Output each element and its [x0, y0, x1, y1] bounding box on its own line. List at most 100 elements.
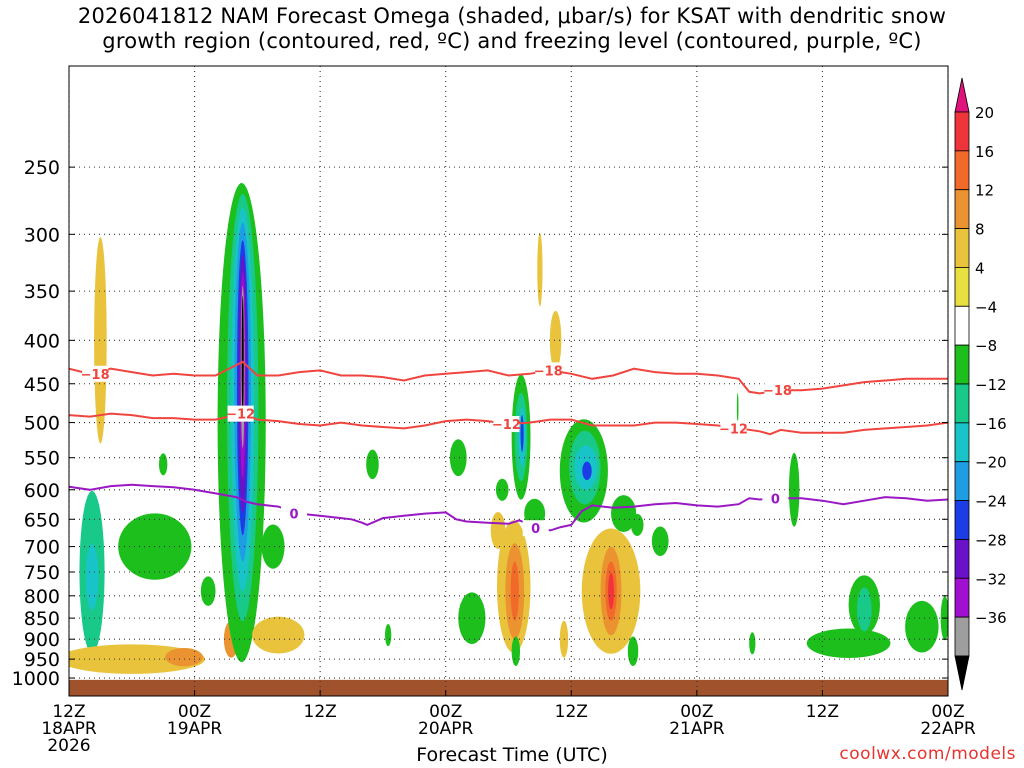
omega-region-neg4	[651, 526, 669, 557]
y-tick-label: 350	[24, 281, 60, 303]
colorbar-label: −16	[975, 415, 1007, 433]
contour-label--12: −12	[226, 408, 255, 423]
omega-region-pos12	[510, 561, 519, 621]
contour-label--12: −12	[492, 418, 521, 433]
omega-region-neg4	[366, 449, 379, 480]
y-tick-label: 650	[24, 509, 60, 531]
colorbar-segment	[954, 577, 970, 618]
colorbar-label: 20	[975, 104, 994, 122]
x-tick-label: 18APR	[41, 719, 97, 739]
x-tick-label: 21APR	[669, 719, 725, 739]
x-tick-label: 12Z	[304, 702, 337, 722]
omega-region-neg4	[385, 624, 392, 647]
omega-region-neg4	[158, 453, 168, 476]
colorbar-label: −32	[975, 570, 1007, 588]
omega-region-pos16	[608, 572, 614, 610]
contour-label-bg	[227, 405, 254, 422]
y-tick-label: 800	[24, 586, 60, 608]
y-tick-label: 550	[24, 448, 60, 470]
colorbar-segment	[954, 500, 970, 540]
omega-region-neg4	[627, 636, 639, 667]
x-tick-label: 00Z	[680, 702, 713, 722]
omega-region-neg4	[905, 600, 939, 653]
y-tick-label: 950	[24, 649, 60, 671]
omega-region-neg12	[85, 543, 99, 611]
x-tick-label: 00Z	[429, 702, 462, 722]
omega-region-pos4	[490, 512, 506, 549]
contour-label--18: −18	[534, 364, 563, 379]
colorbar-segment	[954, 422, 970, 463]
y-tick-label: 500	[24, 413, 60, 435]
colorbar-segment	[954, 267, 970, 307]
omega-region-neg4	[449, 439, 467, 477]
x-tick-label: 12Z	[555, 702, 588, 722]
chart-title: 2026041812 NAM Forecast Omega (shaded, μ…	[0, 4, 1024, 54]
colorbar-segment	[954, 189, 970, 229]
x-tick-label: 12Z	[806, 702, 839, 722]
contour-label-bg	[720, 420, 747, 437]
omega-region-neg8	[856, 587, 872, 632]
omega-region-neg4	[458, 592, 486, 644]
omega-region-pos8	[165, 647, 203, 667]
y-tick-label: 250	[24, 157, 60, 179]
contour-label-bg	[280, 505, 307, 522]
colorbar-segment	[954, 616, 970, 657]
contour-label--18: −18	[81, 368, 110, 383]
y-tick-label: 400	[24, 330, 60, 352]
contour-label-0: 0	[531, 522, 540, 537]
y-tick-label: 1000	[12, 668, 60, 690]
contour-label--18: −18	[763, 384, 792, 399]
colorbar-segment	[954, 305, 970, 346]
x-tick-label: 19APR	[167, 719, 223, 739]
colorbar-label: −8	[975, 337, 997, 355]
y-tick-label: 900	[24, 629, 60, 651]
credit-link[interactable]: coolwx.com/models	[839, 744, 1016, 764]
contour-label-0: 0	[771, 492, 780, 507]
omega-shading-layer	[69, 183, 948, 696]
omega-region-pos4	[549, 310, 562, 370]
contour-label-bg	[82, 365, 109, 382]
colorbar-segment	[954, 111, 970, 152]
colorbar-segment	[954, 461, 970, 501]
colorbar-label: −24	[975, 493, 1007, 511]
omega-region-neg4	[749, 632, 756, 655]
contour-label-bg	[493, 416, 520, 433]
omega-region-neg4	[806, 628, 891, 659]
contour-label-bg	[522, 520, 549, 537]
x-tick-label: 22APR	[920, 719, 976, 739]
x-tick-label: 00Z	[931, 702, 964, 722]
colorbar-top-arrow	[954, 77, 970, 113]
omega-region-pos4	[537, 232, 543, 307]
omega-region-neg20	[582, 461, 592, 481]
contour-label-0: 0	[289, 508, 298, 523]
omega-region-neg20	[520, 415, 524, 452]
colorbar-label: 16	[975, 143, 994, 161]
colorbar-label: 4	[975, 259, 985, 277]
omega-region-neg4	[495, 478, 509, 501]
x-tick-label: 2026	[47, 736, 90, 756]
x-tick-label: 00Z	[178, 702, 211, 722]
x-tick-label: 12Z	[52, 702, 85, 722]
contour-layer: −18 −18 −18 −12 −12 −12 0 0 0	[69, 360, 948, 537]
y-tick-label: 700	[24, 537, 60, 559]
title-line-1: 2026041812 NAM Forecast Omega (shaded, μ…	[77, 4, 947, 28]
omega-region-neg4	[200, 576, 216, 606]
contour-line-dendritic--18	[69, 360, 948, 395]
ground-fill	[69, 679, 948, 696]
omega-region-neg4	[511, 636, 521, 667]
y-tick-label: 850	[24, 608, 60, 630]
colorbar-segment	[954, 539, 970, 579]
omega-region-neg4	[261, 524, 285, 569]
colorbar-segment	[954, 228, 970, 268]
colorbar-label: 12	[975, 182, 994, 200]
omega-region-neg4	[736, 392, 739, 423]
omega-region-neg4	[630, 513, 644, 536]
omega-region-pos4	[94, 237, 107, 444]
colorbar-segment	[954, 383, 970, 424]
contour-label-bg	[762, 490, 789, 507]
colorbar-segment	[954, 344, 970, 385]
colorbar-label: 8	[975, 221, 985, 239]
colorbar-segment	[954, 150, 970, 191]
